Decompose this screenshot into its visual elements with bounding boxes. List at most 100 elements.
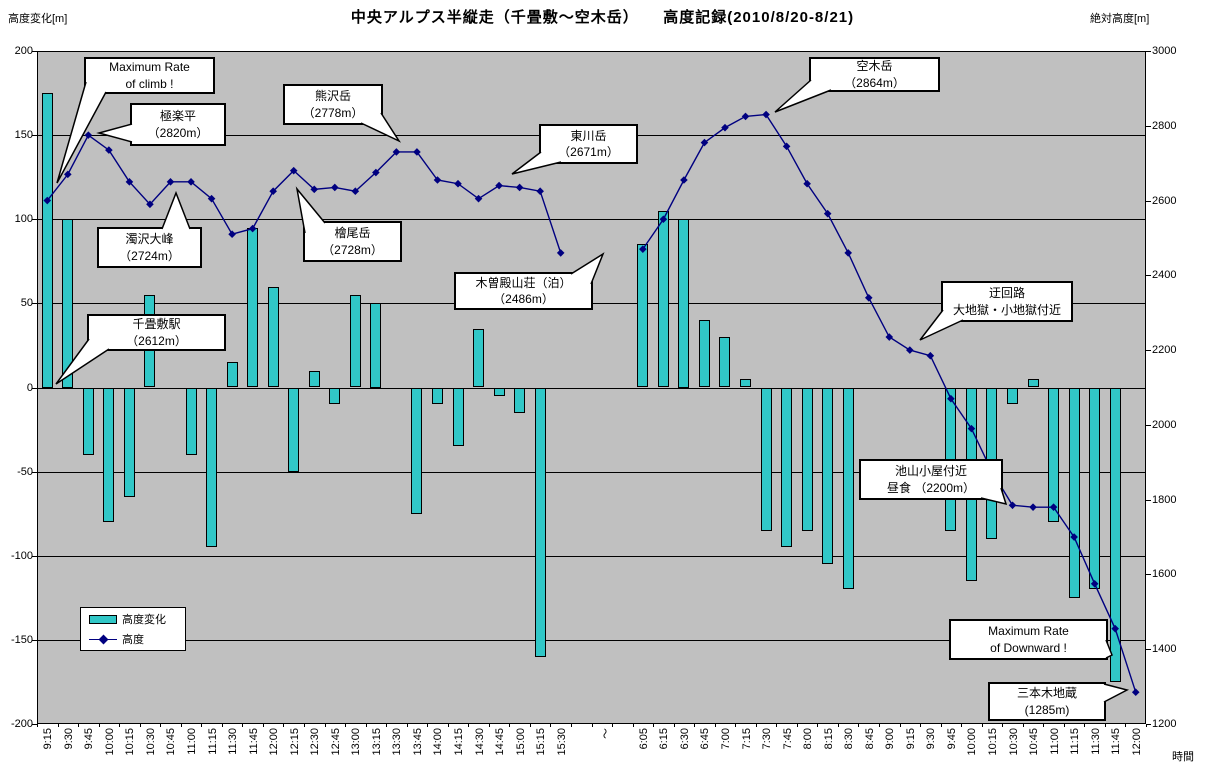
left-axis-tick xyxy=(32,135,37,137)
x-axis-tick xyxy=(755,724,757,727)
x-axis-tick-label: 13:30 xyxy=(391,728,404,756)
x-axis-tick xyxy=(570,724,572,727)
x-axis-tick xyxy=(427,724,429,727)
altitude-change-bar xyxy=(1089,387,1101,590)
x-axis-tick xyxy=(283,724,285,727)
x-axis-tick xyxy=(365,724,367,727)
left-axis-tick xyxy=(32,724,37,725)
x-axis-tick-label: 6:45 xyxy=(699,728,712,750)
left-axis-tick-label: 200 xyxy=(14,45,33,57)
x-axis-tick-label: 8:00 xyxy=(802,728,815,750)
right-axis-tick xyxy=(1146,51,1151,52)
left-axis-tick xyxy=(32,387,37,389)
x-axis-tick-label: 12:30 xyxy=(309,728,322,756)
callout-text-line: （2724m） xyxy=(119,248,180,263)
callout-nigorisawa: 濁沢大峰 （2724m） xyxy=(97,227,202,268)
callout-text-line: of climb ! xyxy=(125,76,174,91)
x-axis-tick xyxy=(694,724,696,727)
x-axis-tick-label: 12:15 xyxy=(288,728,301,756)
x-axis-tick xyxy=(57,724,59,727)
x-axis-tick xyxy=(981,724,983,727)
gridline xyxy=(37,471,1146,473)
callout-ikeyama: 池山小屋付近 昼食 （2200m） xyxy=(859,459,1003,500)
callout-text-line: （2486m） xyxy=(493,292,554,306)
x-axis-tick-label: 9:30 xyxy=(62,728,75,750)
callout-text-line: (1285m) xyxy=(1024,702,1070,717)
x-axis-tick-label: 12:00 xyxy=(1130,728,1143,756)
altitude-change-bar xyxy=(431,387,443,405)
x-axis-tick xyxy=(201,724,203,727)
x-axis-tick xyxy=(1125,724,1127,727)
callout-text-line: 東川岳 xyxy=(570,128,607,143)
x-axis-tick xyxy=(242,724,244,727)
altitude-change-bar xyxy=(103,387,115,523)
x-axis-tick-label: 10:45 xyxy=(165,728,178,756)
x-axis-tick xyxy=(940,724,942,727)
right-axis-tick-label: 3000 xyxy=(1152,45,1177,57)
altitude-change-bar xyxy=(1027,379,1039,388)
gridline xyxy=(37,555,1146,557)
left-axis-tick-label: -150 xyxy=(10,633,33,646)
x-axis-tick xyxy=(920,724,922,727)
x-axis-tick-label: 9:15 xyxy=(904,728,917,750)
x-axis-tick-label: 13:00 xyxy=(350,728,363,756)
x-axis-tick xyxy=(1002,724,1004,727)
x-axis-tick-label: 11:15 xyxy=(1069,728,1082,755)
x-axis-tick-label: 11:00 xyxy=(1048,728,1061,755)
callout-higashikawadake: 東川岳 （2671m） xyxy=(539,124,638,164)
x-axis-tick-label: 7:15 xyxy=(740,728,753,750)
x-axis-tick xyxy=(345,724,347,727)
altitude-change-bar xyxy=(247,227,259,388)
callout-text-line: 空木岳 xyxy=(856,59,893,74)
callout-text-line: 檜尾岳 xyxy=(334,226,371,241)
left-axis-tick xyxy=(32,555,37,557)
x-axis-tick xyxy=(406,724,408,727)
altitude-change-bar xyxy=(534,387,546,657)
right-axis-tick-label: 2600 xyxy=(1152,194,1177,207)
x-axis-tick-label: 9:45 xyxy=(83,728,96,750)
x-axis-tick xyxy=(776,724,778,727)
callout-kisodono: 木曽殿山荘（泊） （2486m） xyxy=(454,272,593,310)
altitude-change-bar xyxy=(329,387,341,405)
altitude-change-bar xyxy=(781,387,793,548)
x-axis-tick xyxy=(632,724,634,727)
x-axis-tick-label: 9:30 xyxy=(925,728,938,750)
callout-utsugidake: 空木岳 （2864m） xyxy=(809,57,940,92)
altitude-change-bar xyxy=(801,387,813,531)
x-axis-tick-label: 10:30 xyxy=(1007,728,1020,756)
x-axis-tick-label: 15:30 xyxy=(555,728,568,756)
x-axis-tick xyxy=(858,724,860,727)
callout-text-line: （2671m） xyxy=(558,145,619,159)
x-axis-tick-label: 11:15 xyxy=(206,728,219,755)
x-axis-tick xyxy=(817,724,819,727)
x-axis-tick-label: 12:00 xyxy=(268,728,281,756)
x-axis-tick xyxy=(180,724,182,727)
right-axis-tick xyxy=(1146,200,1151,202)
altitude-change-bar xyxy=(123,387,135,497)
callout-text-line: 三本木地蔵 xyxy=(1016,686,1077,701)
x-axis-tick-label: 9:00 xyxy=(884,728,897,750)
callout-text-line: Maximum Rate xyxy=(109,60,190,75)
x-axis-tick-label: 14:30 xyxy=(473,728,486,756)
callout-hinokiodake: 檜尾岳 （2728m） xyxy=(303,221,402,262)
right-axis-tick-label: 1600 xyxy=(1152,568,1177,581)
right-axis-tick xyxy=(1146,125,1151,127)
x-axis-tick-label: 11:30 xyxy=(227,728,240,755)
altitude-change-bar xyxy=(349,294,361,388)
callout-sanbongi: 三本木地蔵 (1285m) xyxy=(988,682,1106,721)
x-axis-tick xyxy=(1084,724,1086,727)
x-axis-tick xyxy=(468,724,470,727)
altitude-change-bar xyxy=(267,286,279,388)
altitude-change-bar xyxy=(678,219,690,388)
altitude-change-bar xyxy=(288,387,300,472)
right-axis-tick xyxy=(1146,724,1151,725)
right-axis-tick-label: 2800 xyxy=(1152,119,1177,132)
x-axis-tick xyxy=(550,724,552,727)
callout-text-line: 濁沢大峰 xyxy=(125,232,174,247)
x-axis-tick-label: 11:45 xyxy=(1110,728,1123,755)
callout-text-line: 大地獄・小地獄付近 xyxy=(952,302,1061,317)
x-axis-tick-label: 12:45 xyxy=(329,728,342,756)
callout-text-line: 昼食 （2200m） xyxy=(886,480,976,495)
left-axis-tick xyxy=(32,51,37,52)
